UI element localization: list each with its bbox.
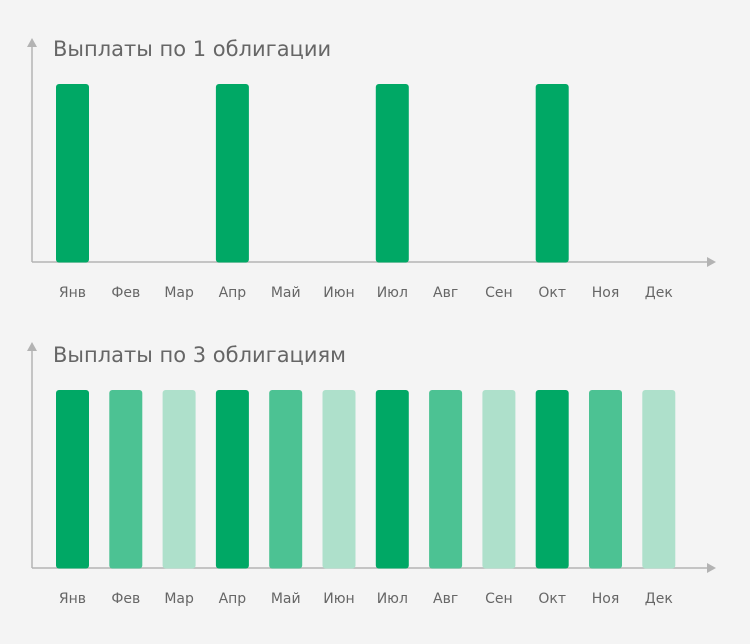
x-tick-label: Фев <box>111 591 140 607</box>
x-tick-label: Май <box>271 591 301 607</box>
bar-8 <box>429 390 463 569</box>
x-tick-label: Дек <box>645 591 673 607</box>
bar-3 <box>162 390 196 569</box>
bar-1 <box>56 390 89 569</box>
x-tick-label: Апр <box>219 285 247 301</box>
x-tick-label: Июл <box>377 285 408 301</box>
bar-2 <box>109 390 143 569</box>
bar-4 <box>215 390 249 569</box>
bar-1 <box>56 84 89 263</box>
x-axis-arrow <box>707 257 716 267</box>
bar-5 <box>269 390 303 569</box>
bar-7 <box>375 390 409 569</box>
x-tick-label: Июн <box>323 285 354 301</box>
chart-title: Выплаты по 3 облигациям <box>53 343 346 367</box>
x-tick-label: Сен <box>485 591 513 607</box>
bar-11 <box>589 390 622 569</box>
x-tick-label: Авг <box>433 285 458 301</box>
x-tick-label: Ноя <box>592 591 620 607</box>
bar-7 <box>375 84 409 263</box>
x-tick-label: Июл <box>377 591 408 607</box>
bar-10 <box>535 390 569 569</box>
x-tick-label: Дек <box>645 285 673 301</box>
x-tick-label: Мар <box>164 285 194 301</box>
x-axis-arrow <box>707 563 716 573</box>
x-tick-label: Авг <box>433 591 458 607</box>
x-tick-label: Мар <box>164 591 194 607</box>
x-tick-label: Апр <box>219 591 247 607</box>
bar-6 <box>322 390 356 569</box>
chart-title: Выплаты по 1 облигации <box>53 37 331 61</box>
bar-9 <box>482 390 516 569</box>
x-tick-label: Май <box>271 285 301 301</box>
chart-panel-1: Выплаты по 1 облигации Янв Фев Мар Апр Май Июн… <box>27 37 716 301</box>
y-axis-arrow <box>27 342 37 351</box>
x-tick-label: Янв <box>59 591 86 607</box>
x-tick-label: Фев <box>111 285 140 301</box>
chart-panel-2: Выплаты по 3 облигациям Янв Фев Мар Апр Май Ию… <box>27 342 716 607</box>
x-tick-label: Янв <box>59 285 86 301</box>
x-tick-label: Сен <box>485 285 513 301</box>
x-tick-label: Ноя <box>592 285 620 301</box>
bar-4 <box>215 84 249 263</box>
x-tick-label: Июн <box>323 591 354 607</box>
x-tick-label: Окт <box>538 591 566 607</box>
y-axis-arrow <box>27 38 37 47</box>
x-tick-label: Окт <box>538 285 566 301</box>
bar-12 <box>642 390 676 569</box>
bar-10 <box>535 84 569 263</box>
